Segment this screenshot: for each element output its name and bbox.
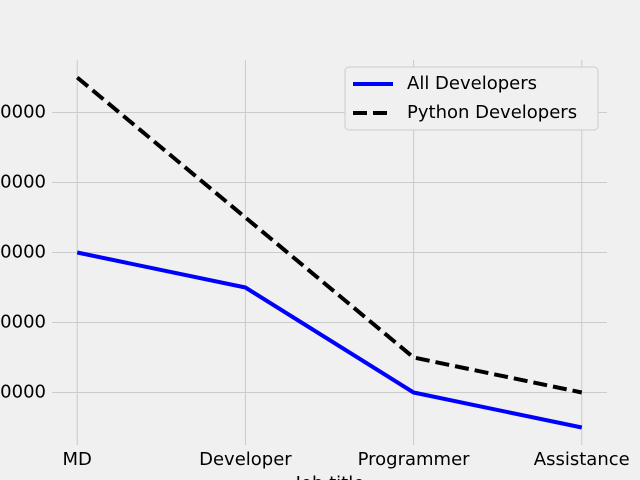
- y-tick-label: 100000: [0, 102, 46, 123]
- y-tick-label: 40000: [0, 312, 46, 333]
- x-tick-label: Programmer: [358, 449, 471, 470]
- y-tick-label: 60000: [0, 242, 46, 263]
- x-tick-label: Developer: [199, 449, 292, 470]
- y-tick-label: 20000: [0, 382, 46, 403]
- x-tick-label: Assistance: [534, 449, 630, 470]
- y-tick-label: 80000: [0, 172, 46, 193]
- legend-label: Python Developers: [407, 102, 577, 123]
- legend-box: [344, 66, 599, 131]
- legend-label: All Developers: [407, 73, 537, 94]
- x-tick-label: MD: [63, 449, 92, 470]
- x-axis-label: Job title: [295, 473, 365, 480]
- line-series: [75, 75, 583, 395]
- legend: All Developers Python Developers: [344, 66, 599, 131]
- line-series: [76, 250, 583, 430]
